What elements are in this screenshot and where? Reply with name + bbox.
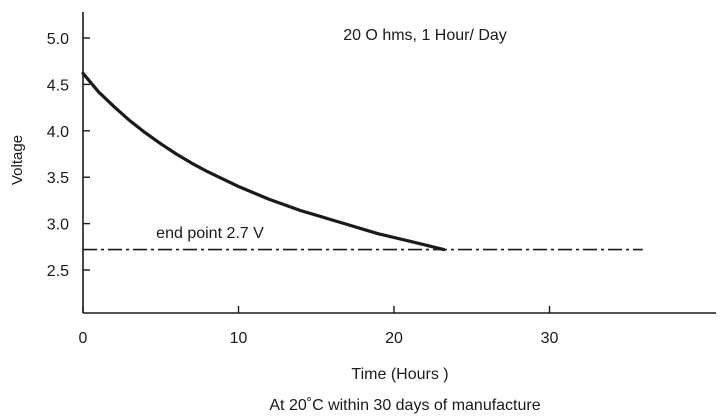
y-tick-label: 4.0 bbox=[47, 124, 69, 141]
y-tick-label: 5.0 bbox=[47, 31, 69, 48]
x-tick-label: 20 bbox=[385, 330, 403, 347]
x-tick-label: 10 bbox=[230, 330, 248, 347]
y-tick-label: 3.5 bbox=[47, 170, 69, 187]
y-tick-label: 4.5 bbox=[47, 77, 69, 94]
x-tick-label: 30 bbox=[541, 330, 559, 347]
y-tick-label: 3.0 bbox=[47, 217, 69, 234]
axes bbox=[82, 12, 716, 314]
x-tick-label: 0 bbox=[79, 330, 88, 347]
discharge-curve-line bbox=[81, 71, 446, 252]
chart-title: 20 O hms, 1 Hour/ Day bbox=[343, 27, 507, 44]
x-axis-label: Time (Hours ) bbox=[351, 366, 448, 383]
y-tick-label: 2.5 bbox=[47, 263, 69, 280]
ticks: 2.5 3.0 3.5 4.0 4.5 5.0 0 10 20 30 bbox=[47, 31, 559, 347]
reference-line-label: end point 2.7 V bbox=[156, 225, 264, 242]
series-group bbox=[81, 71, 446, 252]
footnote: At 20˚C within 30 days of manufacture bbox=[269, 397, 540, 414]
y-axis-label: Voltage bbox=[9, 135, 26, 185]
